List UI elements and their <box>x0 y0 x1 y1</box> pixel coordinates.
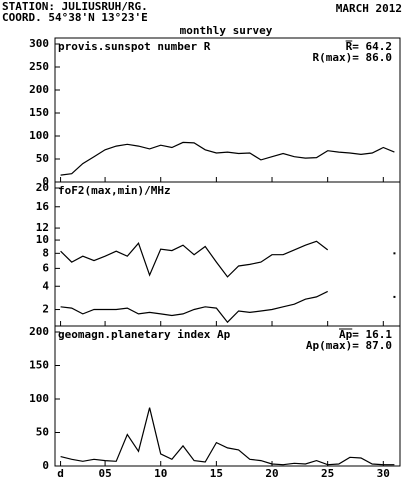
y-tick-label: 250 <box>29 60 49 73</box>
y-tick-label: 16 <box>36 200 50 213</box>
panel-title: foF2(max,min)/MHz <box>58 184 171 197</box>
y-tick-label: 200 <box>29 83 49 96</box>
x-tick-label: 10 <box>154 467 167 480</box>
line <box>60 290 328 324</box>
y-tick-label: 150 <box>29 359 49 372</box>
y-tick-label: 50 <box>36 426 49 439</box>
y-tick-label: 12 <box>36 221 49 234</box>
line <box>60 407 395 466</box>
y-tick-label: 0 <box>42 459 49 472</box>
line <box>60 240 329 278</box>
date: MARCH 2012 <box>336 2 402 15</box>
annotation: Ap(max)= 87.0 <box>306 339 392 352</box>
subtitle: monthly survey <box>180 24 273 37</box>
panel-title: provis.sunspot number R <box>58 40 211 53</box>
x-tick-label: 30 <box>377 467 390 480</box>
panel-frame <box>54 181 401 327</box>
y-tick-label: 10 <box>36 233 49 246</box>
line <box>60 141 395 176</box>
x-tick-label: 25 <box>321 467 334 480</box>
panel-frame <box>54 325 401 467</box>
y-tick-label: 200 <box>29 325 49 338</box>
x-tick-label: d <box>57 467 64 480</box>
y-tick-label: 50 <box>36 152 49 165</box>
y-tick-label: 0 <box>42 175 49 188</box>
y-tick-label: 8 <box>42 246 49 259</box>
x-tick-label: 20 <box>265 467 278 480</box>
y-tick-label: 300 <box>29 37 49 50</box>
y-tick-label: 100 <box>29 129 49 142</box>
annotation: R(max)= 86.0 <box>313 51 392 64</box>
y-tick-label: 100 <box>29 392 49 405</box>
point <box>393 252 396 255</box>
coord: COORD. 54°38'N 13°23'E <box>2 11 148 24</box>
point <box>393 295 396 298</box>
x-tick-label: 05 <box>98 467 111 480</box>
y-tick-label: 150 <box>29 106 49 119</box>
y-tick-label: 20 <box>36 181 49 194</box>
annotation: R= 64.2 <box>346 40 392 53</box>
annotation: Ap= 16.1 <box>339 328 392 341</box>
y-tick-label: 6 <box>42 261 49 274</box>
y-tick-label: 4 <box>42 279 49 292</box>
station: STATION: JULIUSRUH/RG. <box>2 0 148 13</box>
x-tick-label: 15 <box>210 467 223 480</box>
y-tick-label: 2 <box>42 303 49 316</box>
panel-title: geomagn.planetary index Ap <box>58 328 231 341</box>
